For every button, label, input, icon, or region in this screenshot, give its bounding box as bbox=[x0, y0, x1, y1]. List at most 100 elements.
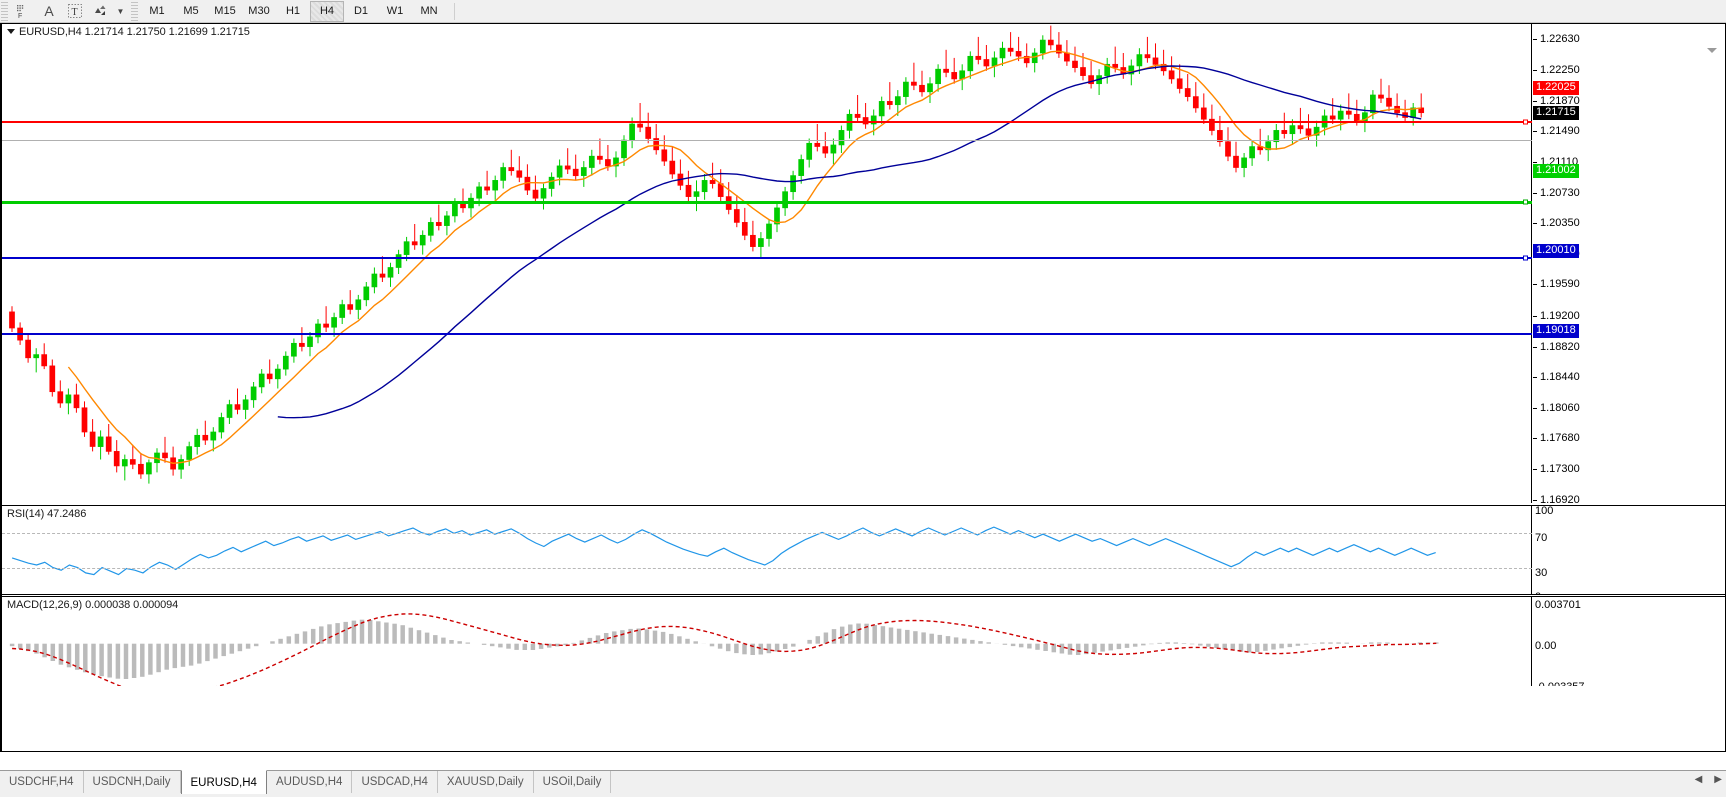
chart-tab-audusd-h4[interactable]: AUDUSD,H4 bbox=[267, 771, 353, 793]
candlestick-series bbox=[9, 25, 1425, 484]
price-tick-label: 1.22250 bbox=[1540, 63, 1580, 76]
chart-window[interactable]: 1.22630 1.22250 1.21870 1.21490 1.21110 1.207… bbox=[0, 23, 1726, 752]
price-tick bbox=[1533, 100, 1537, 102]
rsi-scale: 100 70 30 0 bbox=[1533, 505, 1725, 594]
tab-scroll-controls: ◀ ▶ bbox=[1695, 774, 1722, 785]
level-1-line[interactable] bbox=[2, 257, 1532, 259]
price-tick bbox=[1533, 223, 1537, 225]
rsi-scale-label: 70 bbox=[1535, 532, 1548, 544]
support-price-tag[interactable]: 1.21002 bbox=[1533, 163, 1579, 178]
rsi-line-series bbox=[11, 526, 1436, 576]
toolbar-separator bbox=[454, 2, 455, 20]
level-2-price-tag[interactable]: 1.19018 bbox=[1533, 323, 1579, 338]
timeframe-h1[interactable]: H1 bbox=[285, 5, 301, 17]
price-tick-label: 1.17680 bbox=[1540, 432, 1580, 445]
timeframe-toolbar-drag-handle[interactable] bbox=[131, 1, 138, 21]
timeframe-h4[interactable]: H4 bbox=[310, 0, 344, 22]
support-line[interactable] bbox=[2, 201, 1532, 204]
chart-tab-usdchf-h4[interactable]: USDCHF,H4 bbox=[0, 771, 84, 793]
tab-scroll-left-icon[interactable]: ◀ bbox=[1694, 774, 1703, 785]
chart-tab-eurusd-h4[interactable]: EURUSD,H4 bbox=[180, 770, 267, 794]
toolbar-drag-handle[interactable] bbox=[1, 1, 8, 21]
price-tick-label: 1.17300 bbox=[1540, 463, 1580, 476]
price-tick-label: 1.18440 bbox=[1540, 371, 1580, 384]
resistance-line[interactable] bbox=[2, 121, 1532, 123]
price-tick bbox=[1533, 69, 1537, 71]
price-tick bbox=[1533, 407, 1537, 409]
rsi-scale-label: 0 bbox=[1535, 591, 1541, 594]
current-price-line bbox=[2, 140, 1532, 141]
price-tick-label: 1.21870 bbox=[1540, 94, 1580, 107]
symbol-dropdown-icon[interactable] bbox=[7, 29, 15, 34]
price-tick bbox=[1533, 39, 1537, 41]
macd-scale-label: 0.003701 bbox=[1535, 599, 1581, 611]
price-tick bbox=[1533, 131, 1537, 133]
shapes-icon[interactable] bbox=[88, 1, 114, 22]
rsi-scale-label: 30 bbox=[1535, 567, 1548, 579]
svg-text:T: T bbox=[72, 7, 78, 18]
chart-tab-usoil-daily[interactable]: USOil,Daily bbox=[534, 771, 612, 793]
macd-plot-area[interactable] bbox=[2, 597, 1532, 686]
price-tick bbox=[1533, 377, 1537, 379]
pane-collapse-icon[interactable] bbox=[1707, 48, 1717, 53]
shapes-dropdown-caret-icon[interactable]: ▼ bbox=[116, 6, 125, 16]
svg-text:F: F bbox=[18, 13, 22, 19]
rsi-level-30-line bbox=[2, 568, 1532, 569]
symbol-header: EURUSD,H4 1.21714 1.21750 1.21699 1.2171… bbox=[7, 26, 250, 38]
price-tick-label: 1.20730 bbox=[1540, 186, 1580, 199]
price-tick bbox=[1533, 346, 1537, 348]
chart-tab-xauusd-daily[interactable]: XAUUSD,Daily bbox=[438, 771, 534, 793]
macd-scale-label: -0.003357 bbox=[1535, 681, 1585, 686]
price-scale[interactable]: 1.22630 1.22250 1.21870 1.21490 1.21110 1.207… bbox=[1533, 24, 1725, 503]
chart-tab-usdcad-h4[interactable]: USDCAD,H4 bbox=[352, 771, 438, 793]
rsi-pane[interactable]: 100 70 30 0 RSI(14) 47.2486 bbox=[2, 505, 1725, 595]
price-tick bbox=[1533, 315, 1537, 317]
price-tick-label: 1.16920 bbox=[1540, 493, 1580, 503]
price-tick-label: 1.19200 bbox=[1540, 309, 1580, 322]
price-tick-label: 1.22630 bbox=[1540, 33, 1580, 46]
resistance-anchor[interactable] bbox=[1523, 119, 1528, 125]
timeframe-m15[interactable]: M15 bbox=[214, 5, 236, 17]
chart-tab-usdcnh-daily[interactable]: USDCNH,Daily bbox=[84, 771, 181, 793]
support-anchor[interactable] bbox=[1523, 199, 1528, 205]
macd-scale-label: 0.00 bbox=[1535, 640, 1557, 652]
level-1-price-tag[interactable]: 1.20010 bbox=[1533, 243, 1579, 258]
timeframe-mn[interactable]: MN bbox=[420, 5, 438, 17]
price-tick bbox=[1533, 284, 1537, 286]
chart-tab-bar: USDCHF,H4 USDCNH,Daily EURUSD,H4 AUDUSD,H4 U… bbox=[0, 770, 1726, 797]
price-pane[interactable]: 1.22630 1.22250 1.21870 1.21490 1.21110 1.207… bbox=[2, 24, 1725, 503]
current-price-tag[interactable]: 1.21715 bbox=[1533, 106, 1579, 121]
price-tick bbox=[1533, 469, 1537, 471]
price-tick-label: 1.18820 bbox=[1540, 340, 1580, 353]
rsi-level-70-line bbox=[2, 533, 1532, 534]
macd-header: MACD(12,26,9) 0.000038 0.000094 bbox=[7, 599, 179, 611]
price-tick-label: 1.19590 bbox=[1540, 278, 1580, 291]
tab-scroll-right-icon[interactable]: ▶ bbox=[1714, 774, 1722, 785]
text-label-icon[interactable]: A bbox=[44, 3, 54, 19]
price-tick-label: 1.21490 bbox=[1540, 125, 1580, 138]
macd-pane[interactable]: 0.003701 0.00 -0.003357 MACD(12,26,9) 0.00… bbox=[2, 596, 1725, 686]
timeframe-m5[interactable]: M5 bbox=[183, 5, 199, 17]
timeframe-d1[interactable]: D1 bbox=[353, 5, 369, 17]
level-1-anchor[interactable] bbox=[1523, 255, 1528, 261]
level-2-line[interactable] bbox=[2, 333, 1532, 335]
price-tick-label: 1.18060 bbox=[1540, 401, 1580, 414]
text-box-icon[interactable]: T bbox=[62, 1, 88, 22]
resistance-price-tag[interactable]: 1.22025 bbox=[1533, 81, 1579, 96]
price-tick bbox=[1533, 438, 1537, 440]
macd-scale: 0.003701 0.00 -0.003357 bbox=[1533, 597, 1725, 686]
rsi-plot-area[interactable] bbox=[2, 506, 1532, 594]
price-plot-area[interactable] bbox=[2, 24, 1532, 503]
price-tick bbox=[1533, 161, 1537, 163]
rsi-scale-label: 100 bbox=[1535, 505, 1554, 517]
rsi-header: RSI(14) 47.2486 bbox=[7, 508, 87, 520]
main-toolbar: F A T ▼ M1 M5 M15 M30 H1 H4 D1 W1 MN bbox=[0, 0, 1726, 23]
crosshair-icon[interactable]: F bbox=[10, 1, 36, 22]
price-tick bbox=[1533, 499, 1537, 501]
timeframe-group: M1 M5 M15 M30 H1 H4 D1 W1 MN bbox=[140, 0, 446, 22]
price-tick-label: 1.20350 bbox=[1540, 217, 1580, 230]
timeframe-w1[interactable]: W1 bbox=[386, 5, 404, 17]
symbol-ohlc-text: EURUSD,H4 1.21714 1.21750 1.21699 1.2171… bbox=[19, 26, 250, 38]
timeframe-m30[interactable]: M30 bbox=[248, 5, 270, 17]
timeframe-m1[interactable]: M1 bbox=[149, 5, 165, 17]
